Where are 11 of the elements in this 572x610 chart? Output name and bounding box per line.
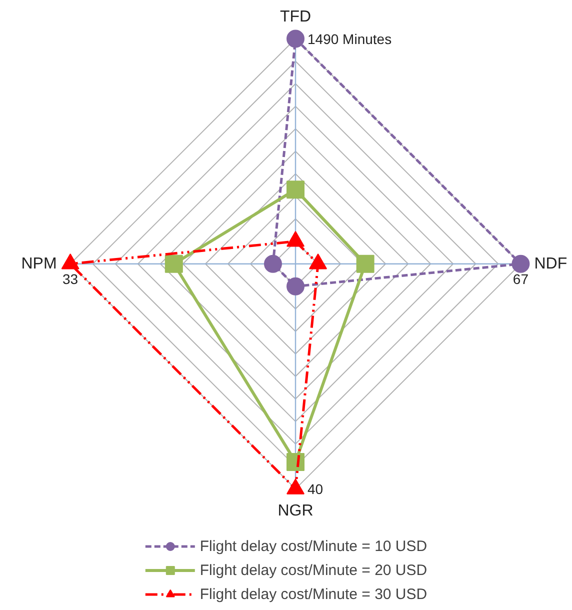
text: 67 bbox=[512, 270, 528, 287]
spoke-label: NGR bbox=[278, 502, 314, 520]
spoke-label: NDF bbox=[534, 255, 568, 272]
legend-label: Flight delay cost/Minute = 30 USD bbox=[200, 586, 428, 602]
legend-label: Flight delay cost/Minute = 10 USD bbox=[200, 538, 428, 554]
spoke-label: NPM bbox=[21, 255, 57, 272]
text: 33 bbox=[62, 270, 78, 287]
legend-label: Flight delay cost/Minute = 20 USD bbox=[200, 562, 428, 578]
text: 40 bbox=[308, 480, 324, 497]
text: 1490 Minutes bbox=[308, 30, 392, 47]
spoke-label: TFD bbox=[280, 8, 312, 26]
